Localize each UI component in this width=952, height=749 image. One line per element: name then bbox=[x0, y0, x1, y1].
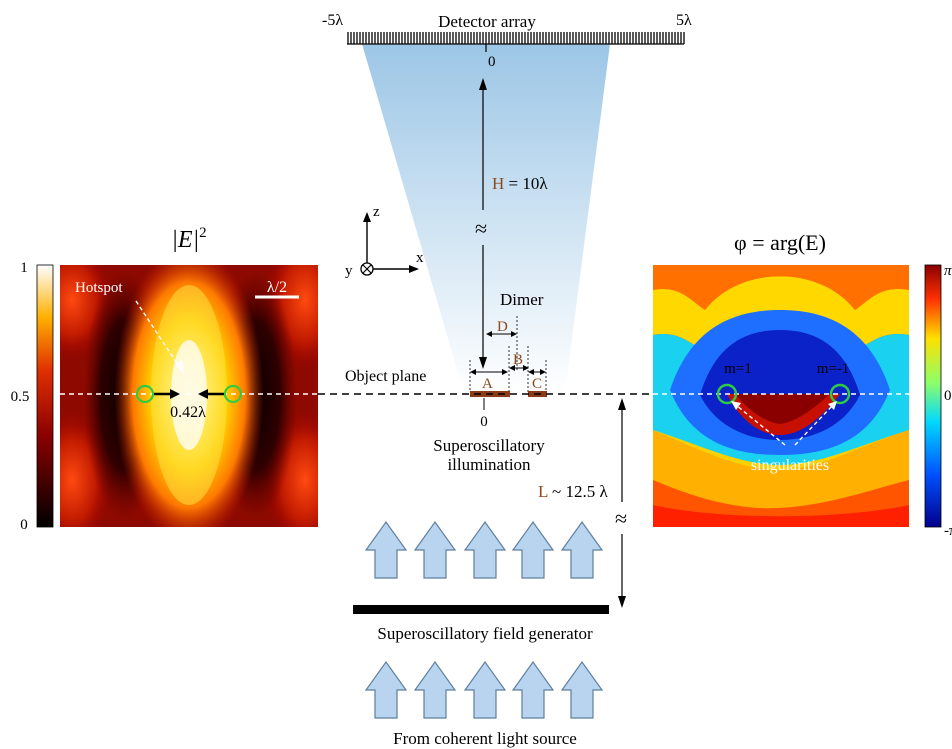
singularity-marker-right bbox=[223, 384, 243, 404]
singularities-label: singularities bbox=[751, 457, 829, 474]
intensity-colorbar bbox=[36, 264, 54, 528]
object-plane-label: Object plane bbox=[345, 368, 426, 385]
distance-label: L ~ 12.5 λ bbox=[538, 482, 608, 501]
phase-cbar-tick-pi: π bbox=[944, 263, 952, 279]
singularity-circle-m1 bbox=[716, 383, 738, 405]
detector-pixels bbox=[347, 32, 685, 44]
phase-colorbar bbox=[924, 264, 942, 528]
axis-x-label: x bbox=[416, 250, 424, 266]
phase-title: φ = arg(E) bbox=[734, 230, 826, 255]
intensity-panel: |E|2 λ/2 Hotspot 0.42λ 1 0.5 0 bbox=[11, 225, 318, 533]
phase-cbar-tick-0: 0 bbox=[944, 388, 952, 404]
detector-right-tick: 5λ bbox=[676, 12, 692, 29]
distance-value: ~ 12.5 λ bbox=[548, 482, 609, 501]
intensity-cbar-tick-1: 1 bbox=[20, 260, 28, 276]
dimer-label-b: B bbox=[513, 352, 523, 368]
axis-y-label: y bbox=[345, 263, 353, 279]
illumination-label-line2: illumination bbox=[447, 455, 531, 474]
dimer-title: Dimer bbox=[500, 290, 544, 309]
height-approx-symbol: ≈ bbox=[475, 216, 487, 241]
hotspot-label: Hotspot bbox=[75, 280, 123, 296]
source-label: From coherent light source bbox=[393, 729, 577, 748]
phase-map bbox=[653, 265, 909, 527]
singularity-label-m-1: m=-1 bbox=[817, 361, 850, 377]
detector-array: Detector array -5λ 5λ 0 bbox=[322, 12, 692, 70]
singularity-label-m1: m=1 bbox=[724, 361, 752, 377]
dimer-origin-label: 0 bbox=[480, 414, 488, 430]
scale-bar-label: λ/2 bbox=[267, 279, 287, 296]
coordinate-axes: z x y bbox=[345, 204, 424, 279]
field-generator-bar bbox=[353, 605, 609, 614]
detector-title: Detector array bbox=[438, 12, 536, 31]
intensity-title: |E|2 bbox=[171, 225, 206, 253]
dimer-label-c: C bbox=[532, 376, 542, 392]
dimer-label-d: D bbox=[497, 319, 508, 335]
phase-cbar-tick-minus-pi: -π bbox=[944, 523, 952, 539]
singularity-circle-m-1 bbox=[829, 383, 851, 405]
detector-center-tick: 0 bbox=[488, 54, 496, 70]
illumination-arrows-lower bbox=[365, 661, 603, 719]
detector-left-tick: -5λ bbox=[322, 12, 343, 29]
light-cone bbox=[362, 44, 610, 393]
illumination-arrows-upper bbox=[365, 521, 603, 579]
distance-arrow: ≈ L ~ 12.5 λ bbox=[538, 398, 627, 608]
phase-panel: φ = arg(E) m=1 m=-1 singularities π 0 - bbox=[653, 230, 952, 539]
height-letter: H bbox=[492, 174, 504, 193]
intensity-cbar-tick-0: 0 bbox=[20, 517, 28, 533]
intensity-map bbox=[60, 265, 318, 527]
intensity-cbar-tick-05: 0.5 bbox=[11, 389, 30, 405]
field-generator-label: Superoscillatory field generator bbox=[377, 624, 593, 643]
height-label: H = 10λ bbox=[492, 174, 548, 193]
distance-approx-symbol: ≈ bbox=[615, 506, 627, 531]
distance-letter: L bbox=[538, 482, 548, 501]
height-value: = 10λ bbox=[504, 174, 548, 193]
dimer-label-a: A bbox=[482, 376, 493, 392]
hotspot-width-label: 0.42λ bbox=[170, 404, 206, 421]
axis-z-label: z bbox=[373, 204, 380, 220]
illumination-label-line1: Superoscillatory bbox=[433, 436, 545, 455]
singularity-marker-left bbox=[135, 384, 155, 404]
height-arrow: ≈ H = 10λ bbox=[475, 78, 548, 369]
